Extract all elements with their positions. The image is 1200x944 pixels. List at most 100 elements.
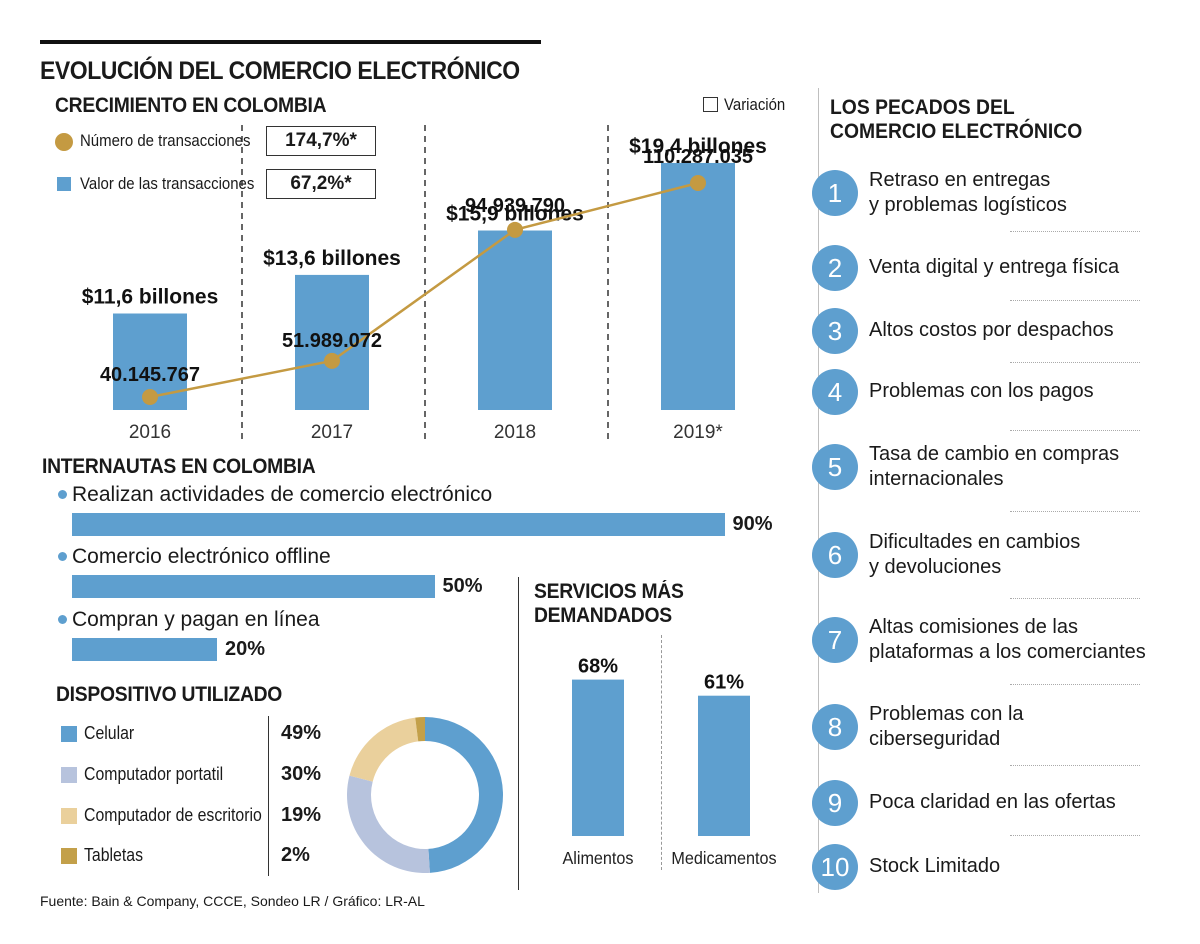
device-label: Computador portatil bbox=[84, 764, 224, 784]
sin-separator bbox=[1010, 598, 1140, 599]
sins-divider bbox=[818, 88, 819, 893]
services-title-line1: SERVICIOS MÁS bbox=[534, 580, 684, 603]
sin-separator bbox=[1010, 835, 1140, 836]
device-swatch bbox=[61, 767, 77, 783]
device-swatch bbox=[61, 848, 77, 864]
donut-slice-celular bbox=[425, 717, 503, 873]
devices-divider bbox=[268, 716, 269, 876]
internautas-bar bbox=[72, 638, 217, 661]
device-label: Celular bbox=[84, 723, 135, 743]
variation-legend-label: Variación bbox=[724, 95, 786, 114]
sins-title-line1: LOS PECADOS DEL bbox=[830, 96, 1015, 119]
device-swatch bbox=[61, 726, 77, 742]
sin-number-badge: 10 bbox=[812, 844, 858, 890]
sin-separator bbox=[1010, 430, 1140, 431]
donut-slice-computador-portatil bbox=[347, 775, 430, 873]
transactions-variation-box: 174,7%* bbox=[266, 126, 376, 156]
value-legend-label: Valor de las transacciones bbox=[80, 174, 255, 193]
sin-text-line1: Dificultades en cambios bbox=[869, 531, 1081, 553]
internautas-value: 20% bbox=[225, 638, 266, 660]
devices-title: DISPOSITIVO UTILIZADO bbox=[56, 683, 283, 706]
sin-separator bbox=[1010, 765, 1140, 766]
services-chart: 68% Alimentos 61% Medicamentos bbox=[562, 656, 776, 869]
service-bar-label: Medicamentos bbox=[671, 848, 776, 868]
sins-title: LOS PECADOS DEL COMERCIO ELECTRÓNICO bbox=[830, 96, 1082, 144]
transactions-point-2019* bbox=[690, 175, 706, 191]
sin-text-line2: ciberseguridad bbox=[869, 728, 1001, 750]
device-label: Computador de escritorio bbox=[84, 805, 262, 825]
internautas-label: Comercio electrónico offline bbox=[72, 545, 331, 568]
page-title: EVOLUCIÓN DEL COMERCIO ELECTRÓNICO bbox=[40, 57, 520, 85]
sin-text-line1: Problemas con los pagos bbox=[869, 380, 1094, 402]
bullet-dot bbox=[58, 552, 67, 561]
internautas-label: Compran y pagan en línea bbox=[72, 608, 320, 631]
transactions-point-label: 40.145.767 bbox=[100, 364, 200, 386]
device-value: 2% bbox=[281, 844, 310, 866]
sin-text-line1: Tasa de cambio en compras bbox=[869, 443, 1120, 465]
sin-text-line1: Problemas con la bbox=[869, 703, 1024, 725]
value-bar-label: $11,6 billones bbox=[82, 286, 219, 309]
sin-separator bbox=[1010, 300, 1140, 301]
service-bar-label: Alimentos bbox=[562, 848, 633, 868]
sin-text-line2: plataformas a los comerciantes bbox=[869, 641, 1146, 663]
internautas-bar bbox=[72, 575, 435, 598]
year-tick-label: 2019* bbox=[673, 422, 723, 443]
internautas-value: 50% bbox=[442, 575, 483, 597]
sin-number-badge: 3 bbox=[812, 308, 858, 354]
transactions-point-label: 110.287.035 bbox=[643, 146, 753, 168]
year-tick-label: 2017 bbox=[311, 422, 353, 443]
internautas-label: Realizan actividades de comercio electró… bbox=[72, 483, 493, 506]
sin-text-line2: y problemas logísticos bbox=[869, 194, 1067, 216]
internautas-value: 90% bbox=[732, 513, 773, 535]
internautas-title: INTERNAUTAS EN COLOMBIA bbox=[42, 455, 316, 478]
value-bar-label: $13,6 billones bbox=[263, 247, 401, 270]
year-tick-label: 2016 bbox=[129, 422, 171, 443]
device-value: 19% bbox=[281, 804, 322, 826]
sins-title-line2: COMERCIO ELECTRÓNICO bbox=[830, 120, 1083, 143]
transactions-line bbox=[149, 181, 699, 399]
transactions-point-2016 bbox=[142, 389, 158, 405]
sin-separator bbox=[1010, 231, 1140, 232]
year-tick-label: 2018 bbox=[494, 422, 536, 443]
bullet-dot bbox=[58, 615, 67, 624]
value-bar-2018 bbox=[478, 230, 552, 410]
services-title: SERVICIOS MÁS DEMANDADOS bbox=[534, 580, 684, 628]
service-bar-alimentos bbox=[572, 679, 624, 836]
sin-number-badge: 2 bbox=[812, 245, 858, 291]
device-label: Tabletas bbox=[84, 845, 144, 865]
sin-text-line1: Poca claridad en las ofertas bbox=[869, 791, 1116, 813]
sin-text-line2: internacionales bbox=[869, 468, 1004, 490]
sin-text-line1: Venta digital y entrega física bbox=[869, 256, 1120, 278]
bullet-dot bbox=[58, 490, 67, 499]
variation-legend-box bbox=[703, 97, 718, 112]
sin-separator bbox=[1010, 684, 1140, 685]
sin-number-badge: 7 bbox=[812, 617, 858, 663]
transactions-legend-dot bbox=[55, 133, 73, 151]
value-bar-2019* bbox=[661, 162, 735, 410]
services-title-line2: DEMANDADOS bbox=[534, 604, 672, 627]
service-bar-value: 68% bbox=[578, 656, 618, 678]
sin-number-badge: 5 bbox=[812, 444, 858, 490]
services-divider bbox=[518, 577, 519, 890]
donut-slice-computador-de-escritorio bbox=[349, 717, 419, 782]
value-legend-square bbox=[57, 177, 71, 191]
sin-separator bbox=[1010, 511, 1140, 512]
sin-text-line1: Altas comisiones de las bbox=[869, 616, 1078, 638]
transactions-point-2018 bbox=[507, 221, 523, 238]
sin-number-badge: 9 bbox=[812, 780, 858, 826]
sin-text-line1: Stock Limitado bbox=[869, 855, 1001, 877]
sin-number-badge: 8 bbox=[812, 704, 858, 750]
value-bar-label: $19,4 billones bbox=[629, 135, 767, 158]
transactions-point-label: 94.939.790 bbox=[465, 195, 565, 217]
sin-number-badge: 1 bbox=[812, 170, 858, 216]
source-note: Fuente: Bain & Company, CCCE, Sondeo LR … bbox=[40, 893, 425, 909]
sin-text-line2: y devoluciones bbox=[869, 556, 1002, 578]
device-value: 30% bbox=[281, 763, 322, 785]
sin-text-line1: Altos costos por despachos bbox=[869, 319, 1114, 341]
transactions-point-label: 51.989.072 bbox=[282, 330, 382, 352]
internautas-bar bbox=[72, 513, 725, 536]
donut-slice-tabletas bbox=[415, 717, 425, 742]
device-value: 49% bbox=[281, 722, 322, 744]
title-rule bbox=[40, 40, 541, 44]
sin-number-badge: 4 bbox=[812, 369, 858, 415]
